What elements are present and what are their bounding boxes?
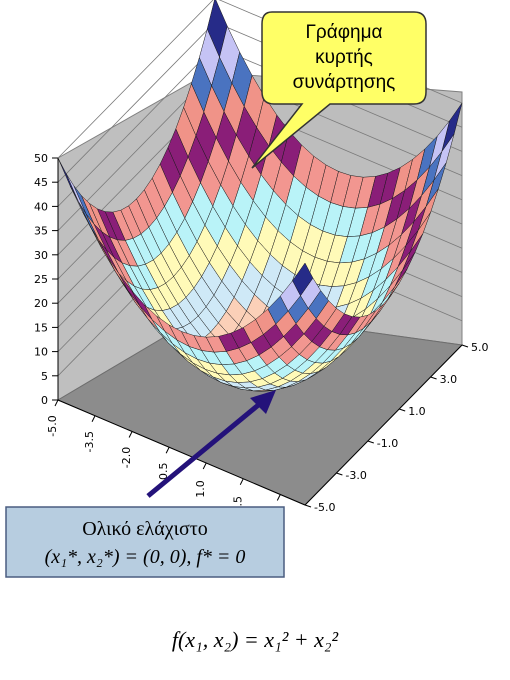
x2-tick-label: -5.0 (314, 501, 335, 514)
x1-tick-label: -2.0 (120, 447, 133, 468)
x1-axis-ticks: -5.0-3.5-2.0-0.51.02.54.0 (46, 399, 281, 529)
x1-tick-label: -5.0 (46, 415, 59, 436)
x1-tick-mark (165, 447, 170, 454)
z-tick-label: 0 (41, 394, 48, 407)
x2-tick-label: -3.0 (345, 469, 366, 482)
x1-tick-mark (54, 399, 59, 407)
z-axis-ticks: 0 5 10 15 20 25 30 35 40 45 50 (34, 152, 58, 407)
x2-tick-label: 5.0 (471, 341, 489, 354)
callout-top-line-2: κυρτής (315, 47, 373, 68)
z-tick-label: 35 (34, 225, 48, 238)
x2-axis-ticks: 5.0 3.0 1.0 -1.0 -3.0 -5.0 (304, 341, 489, 514)
function-formula: f(x₁, x₂) = x₁² + x₂² (171, 627, 339, 652)
minimum-arrow (146, 390, 276, 498)
z-tick-label: 20 (34, 297, 48, 310)
callout-box-line-2: (x₁*, x₂*) = (0, 0), f* = 0 (45, 546, 246, 568)
x2-tick-mark (461, 344, 469, 348)
z-tick-label: 30 (34, 249, 48, 262)
surface (57, 0, 463, 392)
x2-tick-mark (367, 440, 374, 444)
x1-tick-label: -3.5 (83, 431, 96, 452)
x1-tick-mark (202, 462, 207, 470)
callout-box-line-1: Ολικό ελάχιστο (82, 518, 208, 540)
z-tick-label: 50 (34, 152, 48, 165)
z-tick-label: 5 (41, 370, 48, 383)
x1-tick-mark (91, 415, 96, 422)
x1-tick-mark (239, 478, 244, 485)
callout-top: Γράφημα κυρτής συνάρτησης (251, 11, 427, 169)
z-tick-label: 45 (34, 176, 48, 189)
z-tick-label: 15 (34, 321, 48, 334)
x2-tick-mark (336, 472, 343, 476)
x1-tick-mark (128, 431, 133, 438)
z-tick-label: 40 (34, 200, 48, 213)
x2-axis-line (304, 344, 463, 506)
x1-tick-mark (276, 494, 281, 501)
callout-top-line-1: Γράφημα (305, 22, 382, 43)
x2-tick-mark (304, 504, 312, 508)
x2-tick-mark (430, 376, 437, 380)
x2-tick-mark (399, 408, 406, 412)
x2-tick-label: 1.0 (408, 405, 426, 418)
x2-tick-label: 3.0 (440, 373, 458, 386)
x2-tick-label: -1.0 (377, 437, 398, 450)
surface-cell (292, 262, 314, 297)
x1-axis-line (57, 399, 306, 506)
x1-tick-label: 1.0 (194, 480, 207, 498)
z-tick-label: 25 (34, 273, 48, 286)
callout-box: Ολικό ελάχιστο (x₁*, x₂*) = (0, 0), f* =… (5, 506, 285, 578)
callout-top-line-3: συνάρτησης (293, 72, 396, 93)
z-tick-label: 10 (34, 346, 48, 359)
